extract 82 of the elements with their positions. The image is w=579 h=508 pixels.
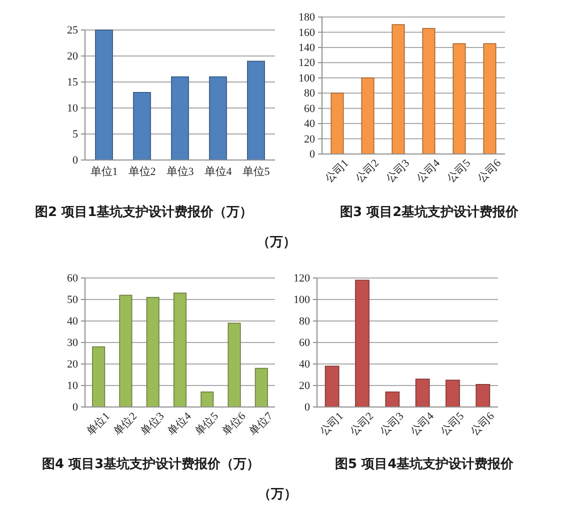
y-tick-label: 120 [294,272,310,285]
y-tick-label: 40 [304,118,316,130]
bar [446,380,460,408]
x-tick-label: 公司1 [323,157,352,186]
x-tick-label: 公司3 [384,156,412,186]
bar [209,76,227,160]
x-tick-label: 公司4 [414,156,443,186]
x-tick-label: 公司2 [354,157,382,186]
bar [92,346,106,408]
bar [95,30,113,160]
y-tick-label: 180 [298,12,316,24]
text: 图4 项目3基坑支护设计费报价（万） [42,456,261,474]
y-tick-label: 20 [299,380,310,392]
y-tick-label: 25 [67,24,78,37]
bar [483,43,496,154]
y-tick-label: 15 [67,76,78,89]
y-tick-label: 20 [67,50,78,63]
bar [422,28,436,154]
y-tick-label: 40 [299,358,310,371]
bar [452,43,466,154]
y-tick-label: 50 [67,294,78,306]
y-tick-label: 30 [67,337,78,350]
x-tick-label: 单位3 [138,409,168,438]
chart-title: 图3 项目2基坑支护设计费报价（万） [257,205,519,250]
bar [330,92,344,154]
x-tick-label: 公司1 [318,410,346,438]
bar [173,292,187,408]
x-tick-label: 公司6 [476,156,504,186]
y-tick-label: 60 [67,272,78,285]
bar [361,77,374,154]
x-tick-label: 单位6 [219,409,248,438]
y-tick-label: 0 [304,402,310,414]
x-tick-label: 单位1 [84,410,112,438]
x-tick-label: 公司5 [445,156,474,186]
y-tick-label: 160 [298,26,316,39]
x-tick-label: 公司3 [378,410,407,438]
x-tick-label: 单位2 [110,410,140,438]
x-tick-label: 单位2 [128,164,156,178]
bar [392,24,405,154]
y-tick-label: 0 [72,402,78,414]
x-tick-label: 公司6 [468,410,498,438]
y-tick-label: 80 [304,88,316,100]
bar [415,378,430,408]
y-tick-label: 20 [304,133,316,146]
x-tick-label: 单位4 [204,164,232,178]
x-tick-label: 单位3 [166,164,194,178]
x-tick-label: 公司4 [408,410,437,438]
x-tick-label: 公司2 [348,410,376,438]
text: 图2 项目1基坑支护设计费报价（万） [35,204,254,222]
y-tick-label: 60 [304,102,316,115]
y-tick-label: 100 [294,294,310,306]
y-tick-label: 60 [299,337,310,350]
y-tick-label: 20 [67,358,78,371]
y-tick-label: 120 [298,57,316,70]
bar [200,392,214,408]
bar [324,366,340,408]
x-tick-label: 公司5 [438,410,467,438]
bar [254,368,268,408]
x-tick-label: 单位1 [90,164,118,178]
y-tick-label: 10 [67,102,78,115]
x-tick-label: 单位4 [165,409,194,438]
y-tick-label: 80 [299,316,310,328]
bar [146,296,160,408]
x-tick-label: 单位5 [242,164,270,178]
y-tick-label: 5 [72,128,78,141]
y-tick-label: 40 [67,316,78,328]
y-tick-label: 140 [298,42,316,54]
bar [119,294,132,408]
y-tick-label: 100 [298,72,316,84]
bar [247,60,265,160]
y-tick-label: 0 [72,154,78,167]
y-tick-label: 10 [67,380,78,392]
bar [355,280,370,408]
bar [228,322,241,408]
x-tick-label: 单位7 [246,409,276,438]
bar [171,76,189,160]
y-tick-label: 0 [310,148,316,161]
bar [385,392,400,408]
x-tick-label: 单位5 [192,409,222,438]
chart-title: 图5 项目4基坑支护设计费报价（万） [258,457,514,502]
bar [133,92,151,160]
bar [476,384,490,408]
